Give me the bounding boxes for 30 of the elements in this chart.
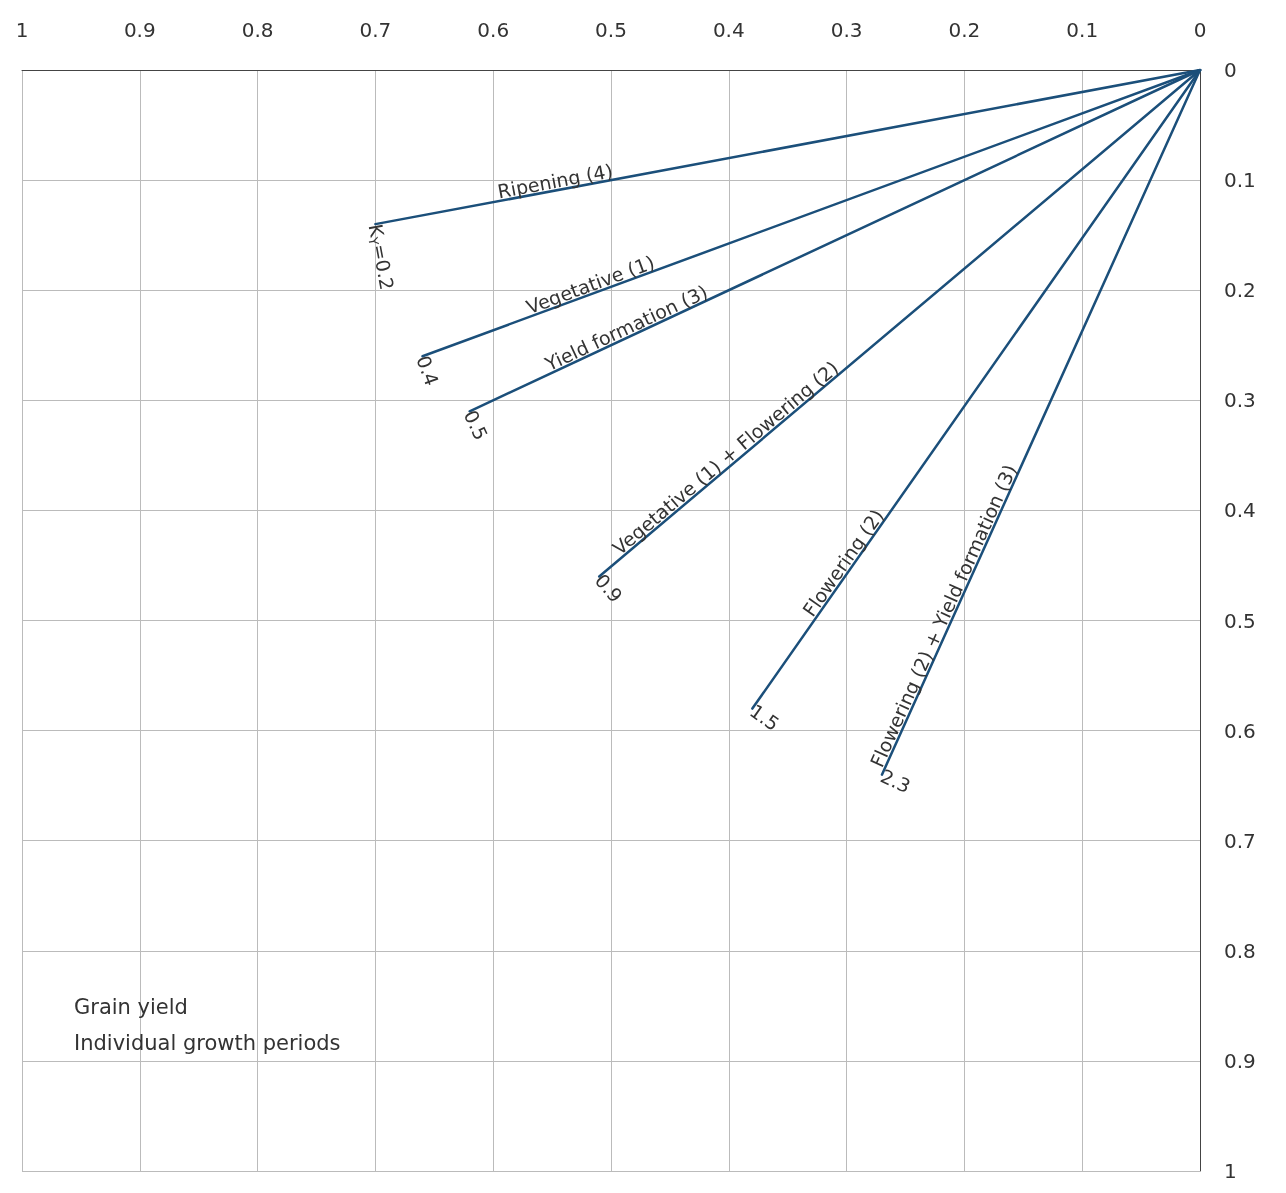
x-tick-label: 0 (1193, 18, 1207, 42)
y-tick-label: 0.7 (1224, 828, 1256, 853)
x-tick-label: 0.8 (241, 18, 274, 42)
x-tick-label: 0.7 (359, 18, 392, 42)
x-tick-label: 0.2 (948, 18, 981, 42)
y-tick-label: 0.8 (1224, 938, 1256, 963)
x-tick-label: 0.1 (1066, 18, 1099, 42)
annotation: 0.4 (412, 352, 444, 389)
y-tick-label: 1 (1224, 1159, 1237, 1183)
x-tick-label: 0.6 (477, 18, 510, 42)
y-tick-label: 0.4 (1224, 498, 1256, 523)
annotation: 1.5 (746, 699, 784, 735)
y-tick-label: 0.5 (1224, 608, 1256, 633)
y-tick-label: 0.3 (1224, 388, 1256, 413)
annotation: 0.9 (590, 569, 628, 607)
y-tick-label: 0.2 (1224, 278, 1256, 303)
text: Ripening (4) (495, 159, 615, 203)
x-tick-label: 0.5 (595, 18, 627, 42)
y-tick-label: 0.6 (1224, 718, 1256, 743)
annotation: Grain yield (74, 994, 188, 1019)
annotation: 0.5 (459, 406, 493, 444)
x-tick-label: 0.3 (830, 18, 863, 42)
x-tick-label: 1 (15, 18, 29, 42)
x-tick-label: 0.4 (712, 18, 745, 42)
y-tick-label: 0.9 (1224, 1048, 1256, 1073)
x-tick-label: 0.9 (123, 18, 156, 42)
y-tick-label: 0 (1224, 58, 1237, 82)
annotation: KY=0.2 (364, 222, 399, 292)
annotation: Individual growth periods (74, 1030, 341, 1055)
y-tick-label: 0.1 (1224, 168, 1256, 193)
